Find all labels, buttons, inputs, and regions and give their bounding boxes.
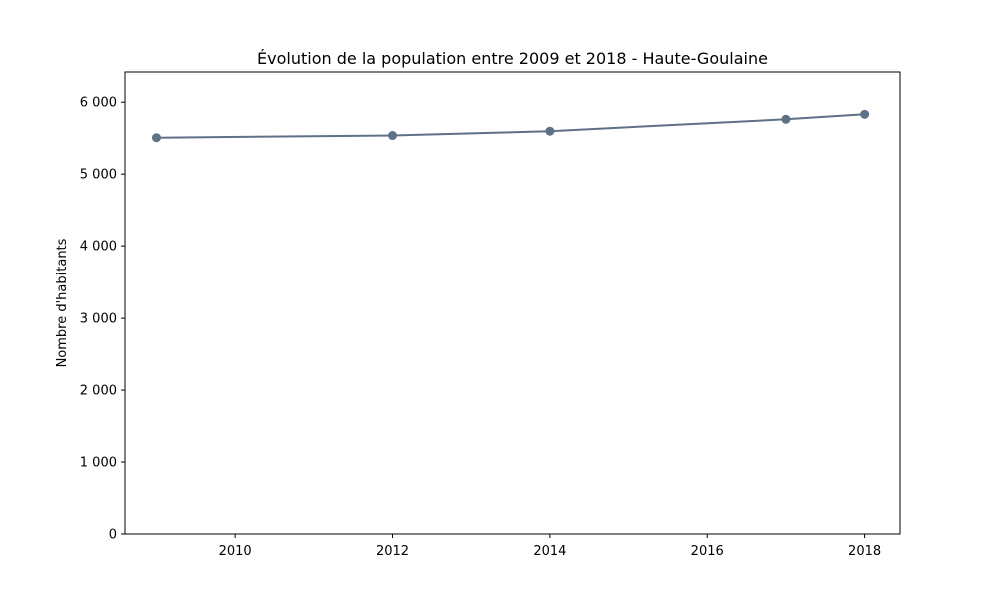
y-axis-ticks: 0 1 000 2 000 3 000 4 000 5 000 6 000 bbox=[80, 96, 125, 543]
population-series-line bbox=[156, 113, 865, 139]
y-axis-label: Nombre d'habitants bbox=[55, 238, 70, 367]
x-tick-label: 2018 bbox=[848, 544, 881, 559]
y-tick-label: 2 000 bbox=[80, 384, 117, 399]
y-tick-label: 5 000 bbox=[80, 168, 117, 183]
x-tick-label: 2010 bbox=[219, 544, 252, 559]
x-tick-label: 2016 bbox=[691, 544, 724, 559]
data-point bbox=[151, 133, 161, 143]
chart-title: Évolution de la population entre 2009 et… bbox=[257, 49, 768, 68]
y-tick-label: 4 000 bbox=[80, 240, 117, 255]
data-point bbox=[781, 114, 791, 124]
y-tick-label: 6 000 bbox=[80, 96, 117, 111]
y-tick-label: 1 000 bbox=[80, 456, 117, 471]
x-tick-label: 2014 bbox=[533, 544, 566, 559]
series-layer bbox=[151, 109, 870, 143]
data-point bbox=[860, 109, 870, 119]
x-axis-ticks: 2010 2012 2014 2016 2018 bbox=[219, 534, 881, 559]
y-tick-label: 3 000 bbox=[80, 312, 117, 327]
x-tick-label: 2012 bbox=[376, 544, 409, 559]
y-tick-label: 0 bbox=[109, 528, 117, 543]
plot-area-frame bbox=[124, 71, 901, 535]
data-point bbox=[545, 126, 555, 136]
data-point bbox=[388, 131, 398, 141]
